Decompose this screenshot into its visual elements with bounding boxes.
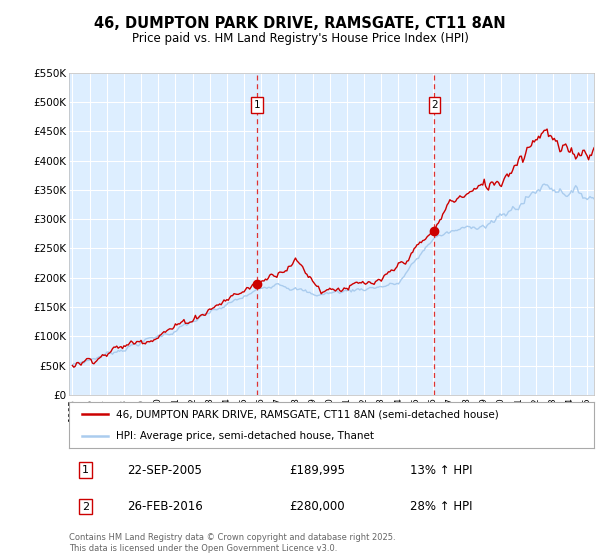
Text: 2: 2 (431, 100, 438, 110)
Text: 13% ↑ HPI: 13% ↑ HPI (410, 464, 473, 477)
Text: 26-FEB-2016: 26-FEB-2016 (127, 500, 203, 513)
Text: £280,000: £280,000 (290, 500, 345, 513)
Text: Price paid vs. HM Land Registry's House Price Index (HPI): Price paid vs. HM Land Registry's House … (131, 32, 469, 45)
Text: £189,995: £189,995 (290, 464, 346, 477)
Text: 46, DUMPTON PARK DRIVE, RAMSGATE, CT11 8AN (semi-detached house): 46, DUMPTON PARK DRIVE, RAMSGATE, CT11 8… (116, 409, 499, 419)
Text: Contains HM Land Registry data © Crown copyright and database right 2025.
This d: Contains HM Land Registry data © Crown c… (69, 533, 395, 553)
Text: 1: 1 (82, 465, 89, 475)
Text: 22-SEP-2005: 22-SEP-2005 (127, 464, 202, 477)
Text: 46, DUMPTON PARK DRIVE, RAMSGATE, CT11 8AN: 46, DUMPTON PARK DRIVE, RAMSGATE, CT11 8… (94, 16, 506, 31)
Text: 2: 2 (82, 502, 89, 511)
Text: HPI: Average price, semi-detached house, Thanet: HPI: Average price, semi-detached house,… (116, 431, 374, 441)
Text: 1: 1 (254, 100, 260, 110)
Text: 28% ↑ HPI: 28% ↑ HPI (410, 500, 473, 513)
